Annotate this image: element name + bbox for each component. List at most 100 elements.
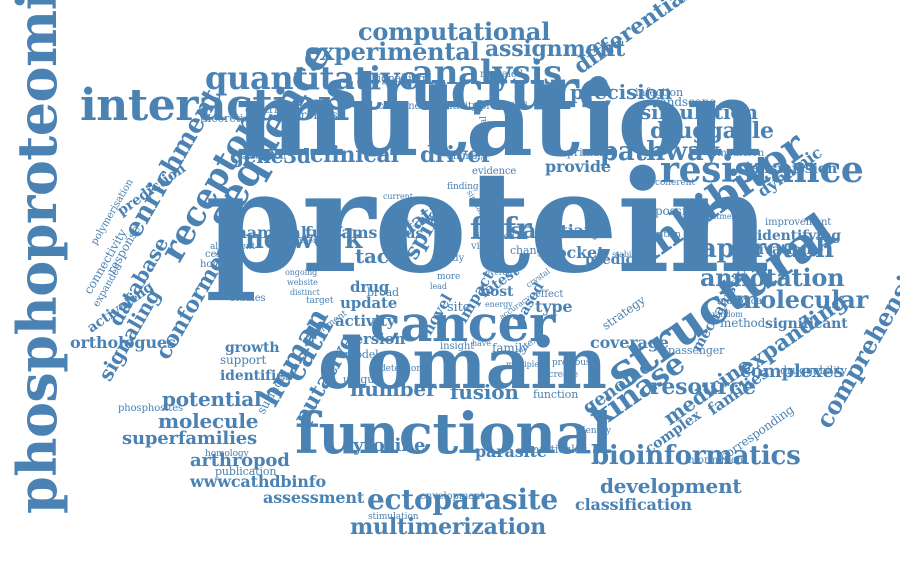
word-transient: transient xyxy=(285,236,322,246)
word-multiple: multiple xyxy=(506,360,539,370)
word-development: development xyxy=(600,473,742,498)
word-identifies: identifies xyxy=(220,367,293,384)
word-host: host xyxy=(480,283,514,300)
word-predict: predict xyxy=(585,251,641,268)
word-experimental: experimental xyxy=(305,37,480,67)
word-comparison: comparison xyxy=(706,147,765,159)
word-support: support xyxy=(220,353,267,368)
word-superfamilies: superfamilies xyxy=(122,428,257,450)
word-previous: previous xyxy=(552,357,591,368)
word-involved: involved xyxy=(477,231,515,242)
word-wwwcathdbinfo: wwwcathdbinfo xyxy=(190,471,327,491)
word-theoretical: theoretical xyxy=(200,111,260,125)
word-type: type xyxy=(535,296,573,316)
word-predicted: predicted xyxy=(480,100,528,112)
word-animal: animal xyxy=(447,150,481,162)
word-molecular: molecular xyxy=(735,285,869,315)
word-update: update xyxy=(340,293,398,312)
word-bioinformatics: bioinformatics xyxy=(591,440,801,471)
word-fgfr: fgfr xyxy=(470,212,532,248)
word-have: have xyxy=(472,339,491,349)
word-interaction: interaction xyxy=(80,79,350,131)
word-energy: energy xyxy=(485,300,513,310)
word-computational: computational xyxy=(358,17,551,47)
word-fibroblast: fibroblast xyxy=(285,108,343,123)
word-contribute: contribute xyxy=(245,102,303,116)
word-phosphoproteomics: phosphoproteomics xyxy=(5,0,69,514)
word-sensitivity: sensitivity xyxy=(427,100,478,112)
word-passenger: passenger xyxy=(668,343,725,357)
word-calculation: calculation xyxy=(237,151,287,162)
word-alignment: alignment xyxy=(210,241,256,252)
word-identifying: identifying xyxy=(757,227,841,244)
word-pocket: pocket xyxy=(545,242,605,262)
word-unique: unique xyxy=(343,372,381,386)
word-provide: provide xyxy=(545,156,611,176)
word-identify: identify xyxy=(577,425,611,436)
word-gene3d: gene3d xyxy=(230,143,311,168)
word-drug: drug xyxy=(350,277,390,296)
word-precision: precision xyxy=(570,79,672,104)
word-assessment: assessment xyxy=(263,487,365,507)
word-ectoparasite: ectoparasite xyxy=(367,483,558,517)
word-molecule: molecule xyxy=(158,408,259,433)
word-stability: stability xyxy=(612,250,644,260)
word-activity: activity xyxy=(335,311,396,330)
word-signalling: signalling xyxy=(372,71,426,85)
word-tyrosine: tyrosine xyxy=(345,435,426,457)
word-ongoing: ongoing xyxy=(285,268,318,278)
word-assignment: assignment xyxy=(485,35,625,62)
word-driver: driver xyxy=(420,141,493,168)
word-change: change xyxy=(510,243,550,257)
word-druggable: druggable xyxy=(650,117,774,144)
word-studies: studies xyxy=(230,292,266,304)
word-pathway: pathway xyxy=(600,136,719,167)
word-insight: insight xyxy=(440,340,475,352)
word-fusion: fusion xyxy=(450,379,519,404)
word-cancer: cancer xyxy=(370,294,555,353)
word-funfams: funfams xyxy=(305,222,378,242)
word-distinct: distinct xyxy=(290,288,320,298)
word-stimulation: stimulation xyxy=(368,511,419,522)
word-alteration: alteration xyxy=(637,229,681,240)
word-classification: classification xyxy=(575,494,692,514)
word-site: site xyxy=(447,300,471,316)
word-landscape: landscape xyxy=(656,95,717,110)
word-lead: lead xyxy=(430,282,447,292)
word-family: family xyxy=(492,341,529,356)
word-clinical: clinical xyxy=(310,141,399,168)
word-tertiary: tertiary xyxy=(535,220,602,240)
word-multimerization: multimerization xyxy=(350,513,547,540)
word-function: function xyxy=(533,387,579,401)
word-improvement: improvement xyxy=(765,216,832,228)
word-arthropod: arthropod xyxy=(190,450,290,472)
word-resource: resource xyxy=(650,373,756,400)
word-cellular: cellular xyxy=(205,248,243,260)
word-coverage: coverage xyxy=(590,332,669,352)
word-coherent: coherent xyxy=(655,177,695,188)
word-more: more xyxy=(437,271,461,282)
word-significant: significant xyxy=(765,315,848,332)
word-random: random xyxy=(712,310,743,320)
word-study: study xyxy=(437,252,465,264)
word-possible: possible xyxy=(655,204,704,219)
word-model: model xyxy=(345,347,379,361)
word-parasite: parasite xyxy=(475,441,547,461)
word-information: information xyxy=(685,454,744,466)
word-druggability: druggability xyxy=(780,363,847,377)
word-treatment: treatment xyxy=(700,212,740,222)
word-network: network xyxy=(245,224,363,255)
word-virus: virus xyxy=(385,225,424,242)
word-additional: additional xyxy=(479,115,489,161)
word-potential: potential xyxy=(162,386,262,411)
word-version: version xyxy=(345,329,406,348)
word-analysis: analysis xyxy=(412,53,562,94)
word-mutation: mutation xyxy=(235,56,761,180)
word-number: number xyxy=(350,376,437,401)
word-domain: domain xyxy=(318,321,607,405)
word-homology: homology xyxy=(205,448,249,459)
word-complexes: complexes xyxy=(740,361,844,383)
word-protein: protein xyxy=(205,141,770,306)
word-envelopment: envelopment xyxy=(420,490,485,502)
word-current: current xyxy=(383,192,413,202)
